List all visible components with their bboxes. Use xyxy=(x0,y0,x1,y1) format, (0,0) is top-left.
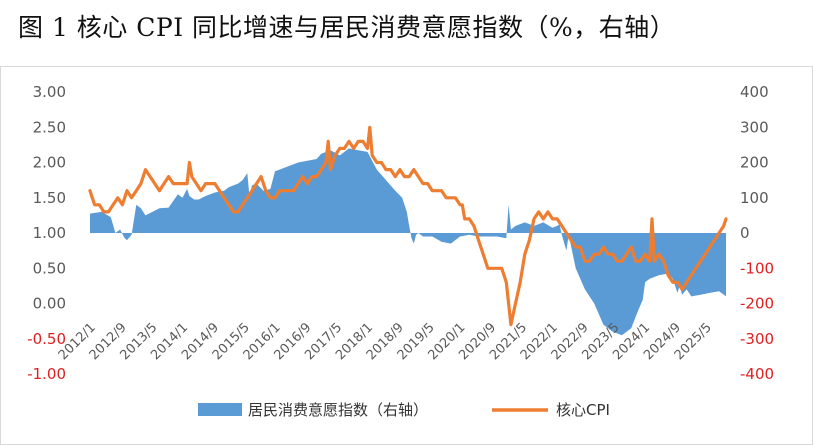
left-axis-tick-label: -0.50 xyxy=(27,330,66,348)
right-axis-tick-label: 0 xyxy=(740,224,750,242)
right-axis-tick-label: -200 xyxy=(740,295,774,313)
legend-swatch-area xyxy=(198,403,242,416)
chart-svg: 3.00 2.50 2.00 1.50 1.00 0.50 0.00 -0.50 -1.00 4… xyxy=(0,66,813,445)
chart-area: 3.00 2.50 2.00 1.50 1.00 0.50 0.00 -0.50 -1.00 4… xyxy=(0,66,813,445)
right-axis-tick-label: 400 xyxy=(740,83,769,101)
page-title: 图 1 核心 CPI 同比增速与居民消费意愿指数（%，右轴） xyxy=(18,13,676,42)
left-axis-tick-label: 2.00 xyxy=(33,154,66,172)
left-axis-tick-label: 0.00 xyxy=(33,295,66,313)
left-axis-tick-label: 1.00 xyxy=(33,224,66,242)
right-axis-tick-label: 200 xyxy=(740,154,769,172)
left-axis-tick-label: 3.00 xyxy=(33,83,66,101)
right-axis-tick-label: 300 xyxy=(740,118,769,136)
right-axis-tick-label: 100 xyxy=(740,189,769,207)
legend-label-area: 居民消费意愿指数（右轴） xyxy=(248,401,428,419)
series-line-1 xyxy=(88,125,728,327)
legend-label-line: 核心CPI xyxy=(556,401,610,419)
right-axis-tick-label: -100 xyxy=(740,259,774,277)
left-axis-tick-label: 2.50 xyxy=(33,118,66,136)
right-axis-tick-label: -400 xyxy=(740,365,774,383)
right-axis-tick-label: -300 xyxy=(740,330,774,348)
left-axis-tick-label: 0.50 xyxy=(33,259,66,277)
left-axis-tick-label: -1.00 xyxy=(27,365,66,383)
left-axis-tick-label: 1.50 xyxy=(33,189,66,207)
